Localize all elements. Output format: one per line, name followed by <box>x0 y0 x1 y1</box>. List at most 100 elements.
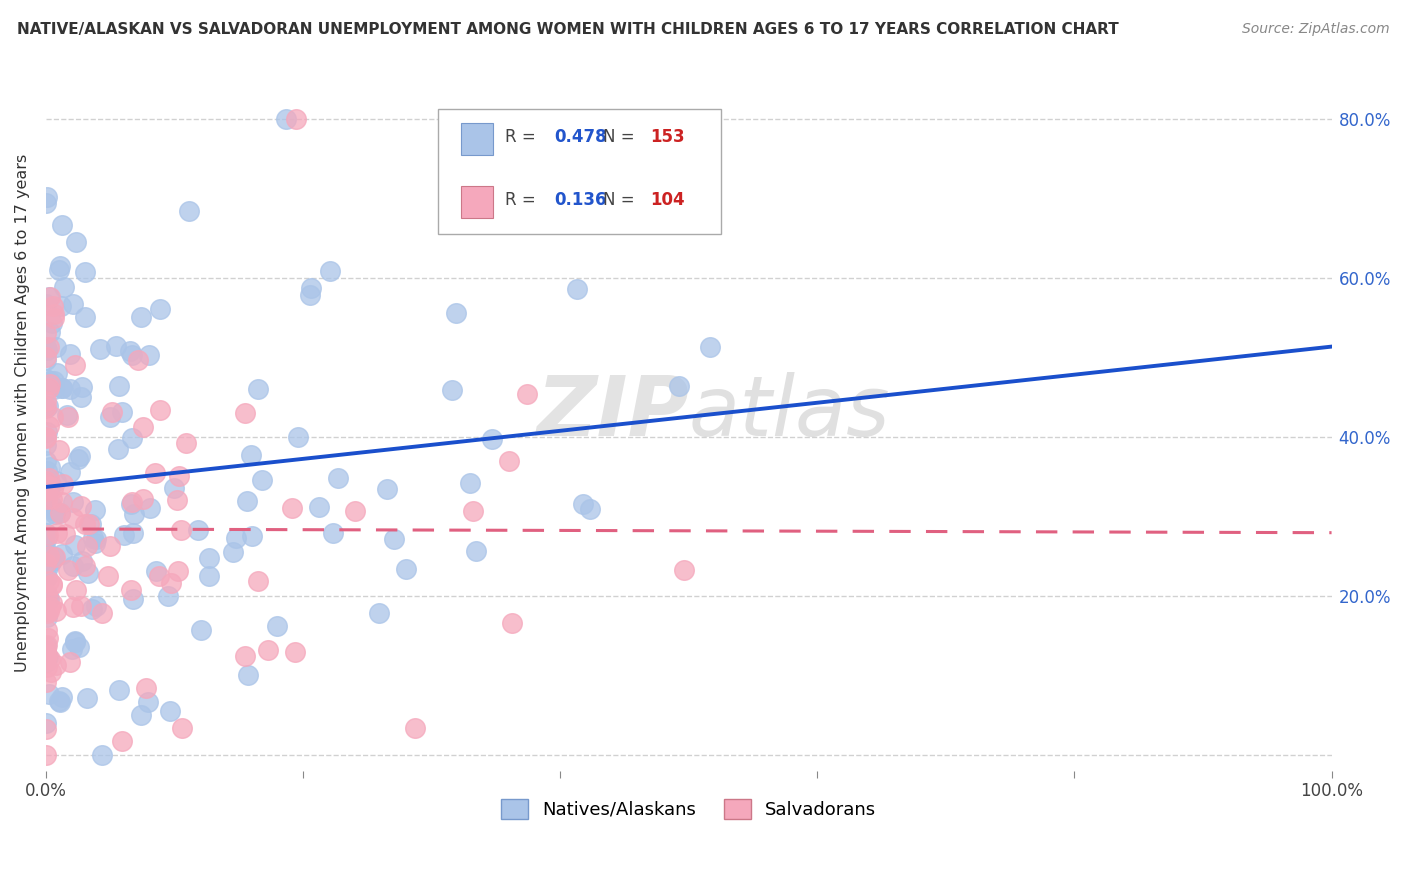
Point <box>67 451 90 466</box>
Point <box>51 381 73 395</box>
Point <box>49 695 72 709</box>
Point <box>42 409 65 424</box>
Point <box>35 610 58 624</box>
Point <box>35 525 58 540</box>
Point <box>45 604 67 618</box>
Point <box>90 607 112 621</box>
Point <box>62 600 84 615</box>
Point <box>318 264 340 278</box>
Point <box>35 547 58 561</box>
Point <box>37 399 59 413</box>
Point <box>35 343 58 358</box>
Point <box>58 655 80 669</box>
Point <box>98 540 121 554</box>
Point <box>76 690 98 705</box>
Point <box>37 638 59 652</box>
Point <box>59 347 82 361</box>
Point <box>668 378 690 392</box>
Point <box>48 442 70 457</box>
Point <box>35 651 58 665</box>
Point <box>38 475 60 490</box>
Point <box>461 504 484 518</box>
Text: 0.136: 0.136 <box>554 191 606 209</box>
Point <box>38 483 60 498</box>
Point <box>42 311 65 326</box>
Point <box>38 652 60 666</box>
Point <box>129 708 152 723</box>
Point <box>38 687 60 701</box>
Point <box>41 596 63 610</box>
Point <box>37 507 59 521</box>
Point <box>308 500 330 515</box>
Point <box>382 533 405 547</box>
Point <box>37 650 59 665</box>
Point <box>498 454 520 468</box>
Point <box>65 582 87 597</box>
Point <box>84 599 107 614</box>
Point <box>35 531 58 545</box>
Point <box>45 474 67 488</box>
Point <box>170 722 193 736</box>
Point <box>167 469 190 483</box>
Point <box>35 425 58 439</box>
Point <box>35 556 58 570</box>
Point <box>149 302 172 317</box>
Bar <box>461 186 494 219</box>
Point <box>38 340 60 354</box>
Point <box>77 566 100 581</box>
Point <box>35 429 58 443</box>
Point <box>266 619 288 633</box>
Point <box>465 543 488 558</box>
Point <box>35 353 58 368</box>
Point <box>198 551 221 566</box>
Point <box>49 299 72 313</box>
Point <box>285 112 308 126</box>
Point <box>138 500 160 515</box>
Point <box>35 297 58 311</box>
Point <box>69 449 91 463</box>
Point <box>75 558 97 573</box>
Point <box>63 635 86 649</box>
Point <box>39 290 62 304</box>
Point <box>35 393 58 408</box>
Point <box>132 491 155 506</box>
Text: atlas: atlas <box>689 373 890 453</box>
Point <box>51 495 73 509</box>
Point <box>49 506 72 520</box>
Point <box>67 640 90 654</box>
Point <box>80 517 103 532</box>
Point <box>120 582 142 597</box>
Point <box>37 547 59 561</box>
Text: R =: R = <box>505 128 541 146</box>
Point <box>53 527 76 541</box>
Point <box>516 386 538 401</box>
Point <box>42 374 65 388</box>
Point <box>38 290 60 304</box>
Text: R =: R = <box>505 191 541 209</box>
Point <box>35 340 58 354</box>
Point <box>240 529 263 543</box>
Point <box>37 464 59 478</box>
Point <box>280 501 302 516</box>
Point <box>136 695 159 709</box>
Point <box>41 554 63 568</box>
Point <box>159 704 181 718</box>
Point <box>41 577 63 591</box>
Point <box>287 430 309 444</box>
Point <box>35 675 58 690</box>
Point <box>96 569 118 583</box>
Text: Source: ZipAtlas.com: Source: ZipAtlas.com <box>1241 22 1389 37</box>
Point <box>565 282 588 296</box>
Point <box>166 493 188 508</box>
Point <box>112 528 135 542</box>
Point <box>73 517 96 532</box>
Point <box>145 564 167 578</box>
Point <box>122 507 145 521</box>
Point <box>444 306 467 320</box>
Point <box>111 405 134 419</box>
Point <box>104 339 127 353</box>
Point <box>122 525 145 540</box>
Point <box>44 504 66 518</box>
Point <box>458 475 481 490</box>
Point <box>42 549 65 564</box>
